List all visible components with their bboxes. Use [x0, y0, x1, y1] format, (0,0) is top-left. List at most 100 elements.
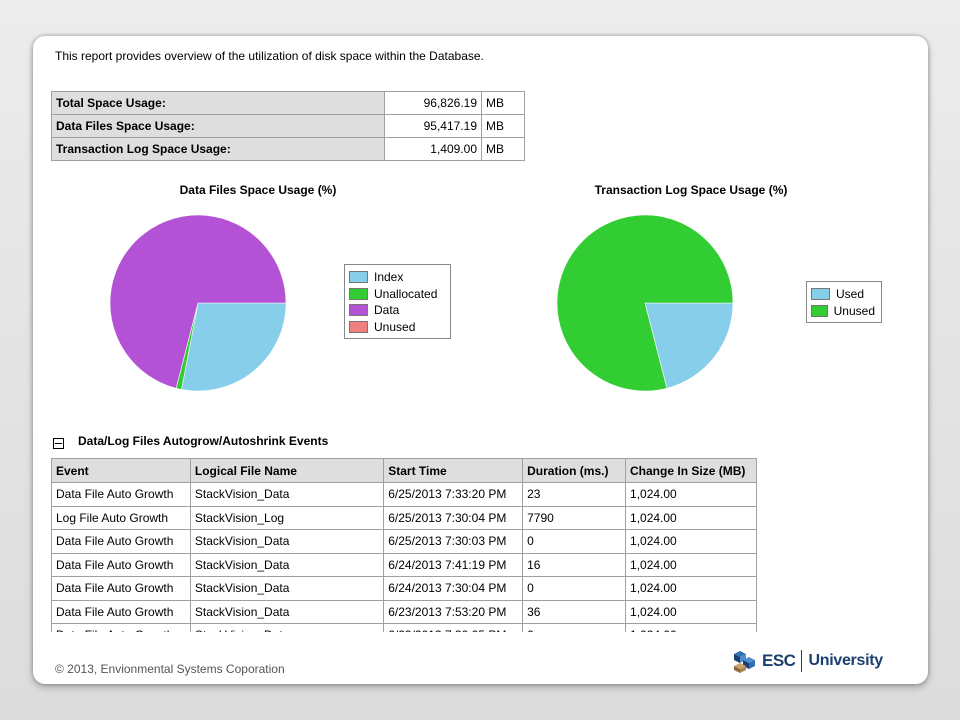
table-cell: StackVision_Data: [189, 576, 385, 601]
legend-entry: Unallocated: [349, 286, 444, 303]
table-cell: 1,024.00: [625, 552, 757, 577]
summary-value: 95,417.19: [384, 114, 482, 138]
pie-slice-data: [109, 214, 287, 389]
legend-entry: Data: [349, 302, 444, 319]
data-files-legend: Index Unallocated Data Unused: [344, 264, 451, 339]
table-cell: 23: [522, 482, 627, 507]
table-cell: 16: [522, 552, 627, 577]
events-section-header: Data/Log Files Autogrow/Autoshrink Event…: [53, 432, 328, 449]
table-cell: 1,024.00: [625, 623, 757, 632]
column-header[interactable]: Change In Size (MB): [625, 458, 757, 483]
legend-label: Index: [374, 270, 404, 285]
summary-label: Total Space Usage:: [51, 91, 385, 115]
table-cell: 6/24/2013 7:30:04 PM: [383, 576, 524, 601]
summary-unit: MB: [481, 91, 525, 115]
table-cell: 1,024.00: [625, 529, 757, 554]
pie-slice-index: [181, 302, 287, 392]
transaction-log-pie-chart: [556, 214, 734, 392]
column-header[interactable]: Logical File Name: [189, 458, 385, 483]
table-cell: 1,024.00: [625, 576, 757, 601]
legend-swatch: [349, 304, 368, 317]
events-section-title: Data/Log Files Autogrow/Autoshrink Event…: [78, 433, 329, 448]
summary-value: 1,409.00: [384, 137, 482, 161]
table-cell: 6/23/2013 7:53:20 PM: [383, 599, 524, 624]
table-cell: 6/23/2013 7:30:05 PM: [383, 623, 524, 632]
table-cell: Data File Auto Growth: [51, 552, 191, 577]
table-cell: Data File Auto Growth: [51, 529, 191, 554]
summary-row: Total Space Usage: 96,826.19 MB: [51, 91, 525, 115]
logo-university-text: University: [808, 652, 883, 669]
transaction-log-legend: Used Unused: [806, 281, 882, 323]
table-cell: 0: [522, 576, 627, 601]
table-cell: 0: [522, 623, 627, 632]
table-cell: 7790: [522, 505, 627, 530]
legend-entry: Unused: [349, 319, 444, 336]
table-cell: 36: [522, 599, 627, 624]
legend-label: Unused: [374, 319, 416, 334]
column-header[interactable]: Start Time: [383, 458, 524, 483]
logo-separator: [801, 650, 803, 672]
table-cell: 0: [522, 529, 627, 554]
table-cell: 6/25/2013 7:33:20 PM: [383, 482, 524, 507]
table-row: Log File Auto Growth StackVision_Log 6/25/…: [51, 505, 757, 530]
transaction-log-chart-title: Transaction Log Space Usage (%): [594, 183, 788, 197]
table-cell: 6/24/2013 7:41:19 PM: [383, 552, 524, 577]
report-intro: This report provides overview of the uti…: [55, 49, 484, 63]
table-cell: StackVision_Data: [189, 623, 385, 632]
column-header[interactable]: Event: [51, 458, 191, 483]
summary-value: 96,826.19: [384, 91, 482, 115]
legend-swatch: [349, 287, 368, 300]
table-cell: StackVision_Data: [189, 599, 385, 624]
table-cell: Data File Auto Growth: [51, 623, 191, 632]
table-cell: StackVision_Data: [189, 552, 385, 577]
legend-entry: Used: [811, 286, 875, 303]
column-header[interactable]: Duration (ms.): [522, 458, 627, 483]
summary-row: Transaction Log Space Usage: 1,409.00 MB: [51, 137, 525, 161]
events-table: Event Logical File Name Start Time Duration…: [51, 458, 757, 632]
summary-unit: MB: [481, 137, 525, 161]
table-cell: 6/25/2013 7:30:04 PM: [383, 505, 524, 530]
table-cell: StackVision_Data: [189, 482, 385, 507]
table-cell: 1,024.00: [625, 482, 757, 507]
table-cell: StackVision_Log: [189, 505, 385, 530]
table-row: Data File Auto GrowthStackVision_Data6/2…: [51, 623, 757, 632]
legend-entry: Index: [349, 269, 444, 286]
summary-label: Transaction Log Space Usage:: [51, 137, 385, 161]
legend-label: Data: [374, 303, 400, 318]
events-table-viewport[interactable]: Event Logical File Name Start Time Duration…: [51, 458, 757, 632]
collapse-toggle-icon[interactable]: [53, 438, 64, 449]
esc-cube-logo-icon: [734, 651, 755, 673]
pie-slice-used: [644, 302, 734, 389]
legend-swatch: [349, 271, 368, 284]
data-files-chart-title: Data Files Space Usage (%): [179, 183, 337, 197]
data-files-pie-chart: [109, 214, 287, 392]
esc-university-logo: ESC University: [732, 649, 883, 673]
logo-esc-text: ESC: [762, 651, 796, 670]
legend-swatch: [811, 304, 828, 317]
summary-row: Data Files Space Usage: 95,417.19 MB: [51, 114, 525, 138]
legend-label: Unallocated: [374, 286, 438, 301]
table-cell: Data File Auto Growth: [51, 576, 191, 601]
table-cell: Log File Auto Growth: [51, 505, 191, 530]
summary-label: Data Files Space Usage:: [51, 114, 385, 138]
legend-swatch: [349, 320, 368, 333]
legend-swatch: [811, 288, 830, 301]
legend-label: Unused: [833, 303, 875, 318]
copyright-text: © 2013, Envionmental Systems Coporation: [55, 662, 285, 676]
table-cell: Data File Auto Growth: [51, 599, 191, 624]
table-cell: 6/25/2013 7:30:03 PM: [383, 529, 524, 554]
table-cell: StackVision_Data: [189, 529, 385, 554]
legend-label: Used: [836, 287, 865, 302]
legend-entry: Unused: [811, 303, 875, 320]
pie-slice-unused: [556, 214, 734, 392]
table-cell: 1,024.00: [625, 505, 757, 530]
summary-unit: MB: [481, 114, 525, 138]
table-cell: 1,024.00: [625, 599, 757, 624]
space-summary-table: Total Space Usage: 96,826.19 MB Data Files …: [51, 91, 525, 161]
table-cell: Data File Auto Growth: [51, 482, 191, 507]
